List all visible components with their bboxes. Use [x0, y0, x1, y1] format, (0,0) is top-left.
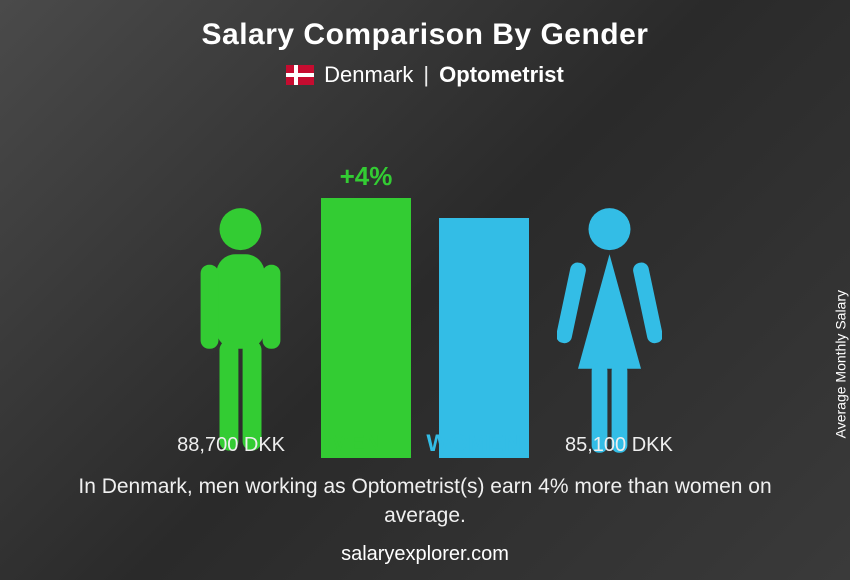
job-label: Optometrist — [439, 62, 564, 88]
page-title: Salary Comparison By Gender — [0, 18, 850, 52]
description-text: In Denmark, men working as Optometrist(s… — [0, 458, 850, 531]
pct-diff-label: +4% — [340, 161, 393, 192]
women-bar — [439, 218, 529, 458]
country-label: Denmark — [324, 62, 413, 88]
men-bar — [321, 198, 411, 458]
woman-icon — [557, 206, 662, 458]
header: Salary Comparison By Gender Denmark | Op… — [0, 0, 850, 88]
women-salary: 85,100 DKK — [565, 434, 673, 457]
footer-source: salaryexplorer.com — [0, 543, 850, 566]
men-figure-col — [188, 206, 293, 458]
women-figure-col — [557, 206, 662, 458]
chart-area: +4% 88,700 DKK MEN WOMEN 85,100 DKK — [0, 98, 850, 458]
women-label: WOMEN — [426, 430, 521, 458]
women-bar-col — [439, 218, 529, 458]
man-icon — [188, 206, 293, 458]
separator: | — [423, 62, 429, 88]
men-bar-col: +4% — [321, 161, 411, 458]
men-label: MEN — [329, 430, 382, 458]
denmark-flag-icon — [286, 65, 314, 85]
men-salary: 88,700 DKK — [177, 434, 285, 457]
yaxis-label: Average Monthly Salary — [832, 290, 848, 438]
labels-row: 88,700 DKK MEN WOMEN 85,100 DKK — [0, 424, 850, 458]
subhead: Denmark | Optometrist — [0, 62, 850, 88]
